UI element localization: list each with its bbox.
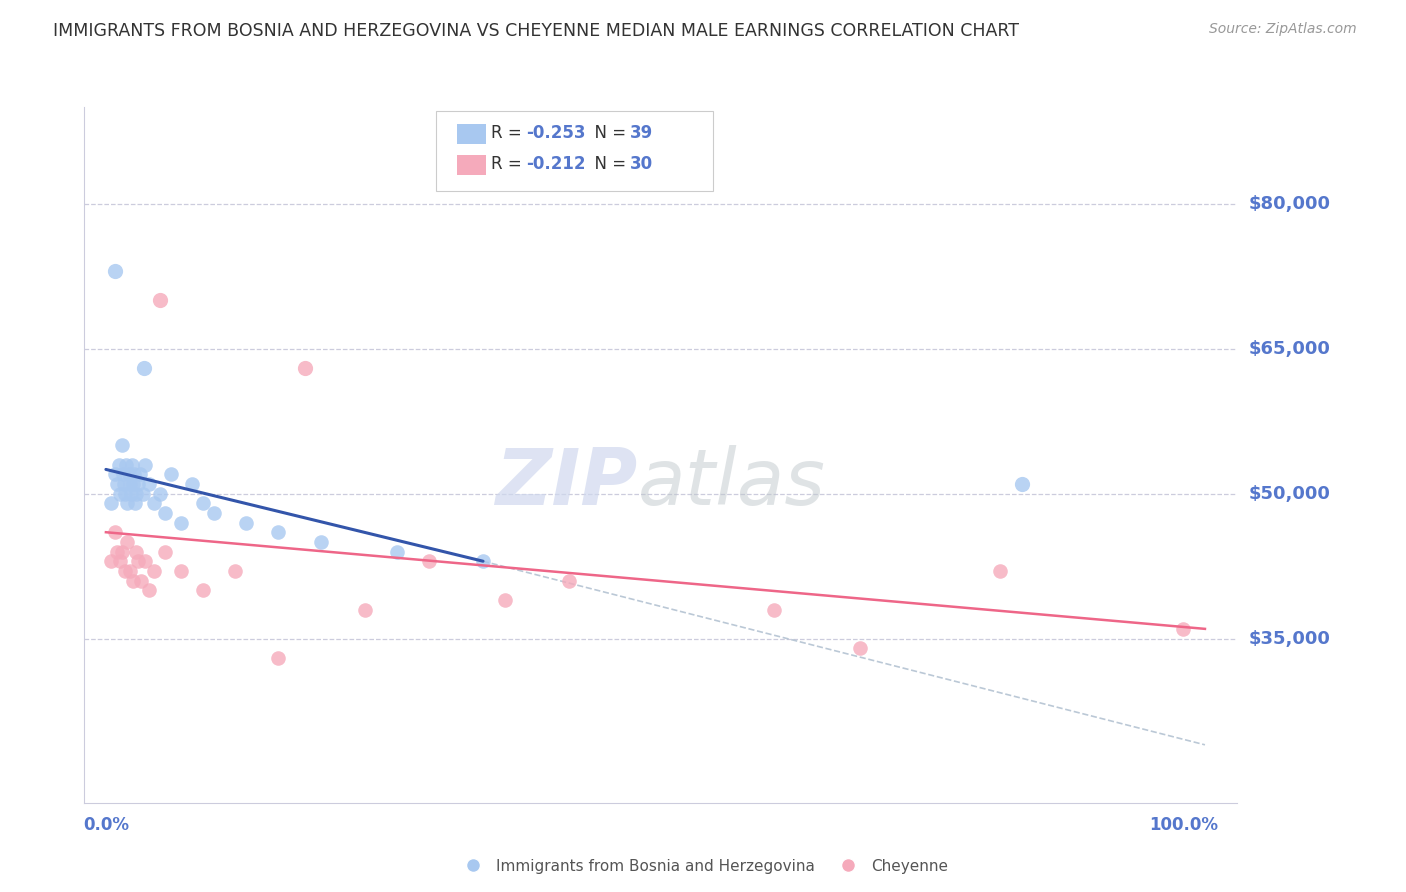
Point xyxy=(153,544,176,558)
Point xyxy=(118,476,141,491)
Text: R =: R = xyxy=(491,124,527,142)
Point xyxy=(100,554,122,568)
Point xyxy=(267,525,290,540)
Point xyxy=(115,458,138,472)
Point xyxy=(494,592,516,607)
Point xyxy=(114,486,136,500)
Point xyxy=(191,583,214,598)
Point xyxy=(134,458,156,472)
Text: $80,000: $80,000 xyxy=(1249,194,1330,212)
FancyBboxPatch shape xyxy=(457,124,485,144)
Point xyxy=(224,564,246,578)
Point xyxy=(127,554,149,568)
Text: $35,000: $35,000 xyxy=(1249,630,1330,648)
Point xyxy=(353,602,375,616)
Text: $65,000: $65,000 xyxy=(1249,340,1330,358)
Point xyxy=(131,486,153,500)
Text: IMMIGRANTS FROM BOSNIA AND HERZEGOVINA VS CHEYENNE MEDIAN MALE EARNINGS CORRELAT: IMMIGRANTS FROM BOSNIA AND HERZEGOVINA V… xyxy=(53,22,1019,40)
Point xyxy=(472,554,495,568)
Point xyxy=(235,516,257,530)
Point xyxy=(108,554,131,568)
Text: 30: 30 xyxy=(630,155,652,173)
Point xyxy=(138,583,160,598)
Point xyxy=(1173,622,1195,636)
Point xyxy=(131,574,153,588)
Point xyxy=(112,476,135,491)
Point xyxy=(121,458,143,472)
Point xyxy=(849,641,872,656)
Point xyxy=(132,360,155,375)
Point xyxy=(311,534,333,549)
Text: 39: 39 xyxy=(630,124,652,142)
Point xyxy=(100,496,122,510)
Point xyxy=(111,438,134,452)
Point xyxy=(558,574,581,588)
Point xyxy=(117,467,139,482)
Point xyxy=(108,486,131,500)
Point xyxy=(170,564,193,578)
Point xyxy=(153,506,176,520)
Point xyxy=(143,564,166,578)
Point xyxy=(103,264,125,278)
Point xyxy=(127,476,149,491)
FancyBboxPatch shape xyxy=(436,111,713,191)
Text: Source: ZipAtlas.com: Source: ZipAtlas.com xyxy=(1209,22,1357,37)
Point xyxy=(267,651,290,665)
Point xyxy=(108,458,131,472)
Point xyxy=(170,516,193,530)
Point xyxy=(202,506,225,520)
Point xyxy=(121,574,143,588)
Point xyxy=(762,602,785,616)
Point xyxy=(143,496,166,510)
Point xyxy=(124,496,146,510)
Point xyxy=(149,293,172,308)
Text: -0.253: -0.253 xyxy=(526,124,585,142)
Point xyxy=(114,564,136,578)
Point xyxy=(122,467,145,482)
Point xyxy=(191,496,214,510)
Point xyxy=(105,476,128,491)
Text: N =: N = xyxy=(583,124,631,142)
Point xyxy=(103,467,125,482)
Text: R =: R = xyxy=(491,155,527,173)
Point xyxy=(138,476,160,491)
Point xyxy=(125,544,148,558)
Point xyxy=(129,467,152,482)
Point xyxy=(111,544,134,558)
Point xyxy=(112,467,135,482)
Point xyxy=(117,534,139,549)
Point xyxy=(125,486,148,500)
Text: N =: N = xyxy=(583,155,631,173)
Point xyxy=(120,486,142,500)
Point xyxy=(159,467,181,482)
Point xyxy=(117,496,139,510)
Point xyxy=(385,544,408,558)
Text: ZIP: ZIP xyxy=(495,445,638,521)
Legend: Immigrants from Bosnia and Herzegovina, Cheyenne: Immigrants from Bosnia and Herzegovina, … xyxy=(451,853,955,880)
Text: $50,000: $50,000 xyxy=(1249,484,1330,502)
Point xyxy=(294,360,316,375)
Point xyxy=(1011,476,1033,491)
Point xyxy=(988,564,1011,578)
Point xyxy=(118,564,141,578)
Point xyxy=(121,476,143,491)
Point xyxy=(181,476,204,491)
Text: atlas: atlas xyxy=(638,445,825,521)
Point xyxy=(105,544,128,558)
Point xyxy=(103,525,125,540)
FancyBboxPatch shape xyxy=(457,155,485,175)
Point xyxy=(149,486,172,500)
Text: -0.212: -0.212 xyxy=(526,155,585,173)
Point xyxy=(418,554,440,568)
Point xyxy=(134,554,156,568)
